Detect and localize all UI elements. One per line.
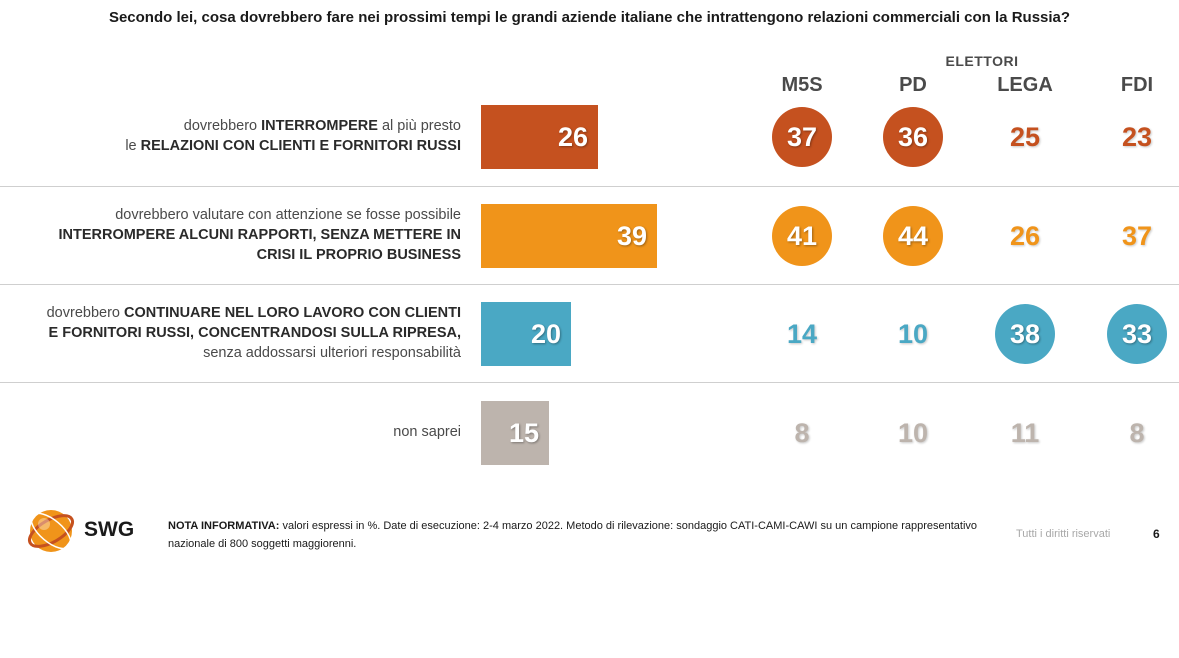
row-label-segment: CRISI IL PROPRIO BUSINESS — [256, 247, 461, 263]
row-label-line: E FORNITORI RUSSI, CONCENTRANDOSI SULLA … — [0, 323, 461, 343]
value-label-fdi: 23 — [1121, 122, 1153, 152]
row-label: dovrebbero valutare con attenzione se fo… — [0, 205, 461, 265]
row-label-line: non saprei — [0, 422, 461, 442]
value-circle-m5s: 41 — [772, 206, 832, 266]
group-label: ELETTORI — [945, 53, 1019, 69]
row-label-segment: le — [125, 138, 141, 154]
footnote-text: valori espressi in %. Date di esecuzione… — [168, 520, 978, 550]
value-label-fdi: 37 — [1121, 221, 1153, 251]
row-label: dovrebbero INTERROMPERE al più presto le … — [0, 116, 461, 156]
value-circle-pd: 44 — [883, 206, 943, 266]
row-label-line: senza addossarsi ulteriori responsabilit… — [0, 343, 461, 363]
bar: 26 — [481, 105, 598, 169]
bar: 15 — [481, 401, 549, 465]
row-divider — [0, 284, 1179, 285]
page-number: 6 — [1153, 527, 1160, 541]
bar-value-label: 15 — [508, 418, 539, 448]
value-label-lega: 26 — [1009, 221, 1041, 251]
footnote: NOTA INFORMATIVA: valori espressi in %. … — [168, 517, 988, 553]
row-label-segment: senza addossarsi ulteriori responsabilit… — [203, 345, 461, 361]
row-label: dovrebbero CONTINUARE NEL LORO LAVORO CO… — [0, 303, 461, 363]
rights-text: Tutti i diritti riservati — [1016, 528, 1111, 540]
row-label-line: dovrebbero valutare con attenzione se fo… — [0, 205, 461, 225]
row-label: non saprei — [0, 422, 461, 442]
row-divider — [0, 382, 1179, 383]
row-label-line: INTERROMPERE ALCUNI RAPPORTI, SENZA METT… — [0, 225, 461, 245]
row-label-line: CRISI IL PROPRIO BUSINESS — [0, 245, 461, 265]
row-label-line: dovrebbero INTERROMPERE al più presto — [0, 116, 461, 136]
chart-title: Secondo lei, cosa dovrebbero fare nei pr… — [108, 9, 1071, 26]
bar: 39 — [481, 204, 657, 268]
row-label-segment: al più presto — [377, 118, 461, 134]
value-circle-fdi: 33 — [1107, 304, 1167, 364]
row-label-segment: E FORNITORI RUSSI, CONCENTRANDOSI SULLA … — [48, 325, 461, 341]
row-divider — [0, 186, 1179, 187]
row-label-segment: dovrebbero — [46, 305, 124, 321]
value-label-m5s: 8 — [794, 418, 810, 448]
value-circle-lega: 38 — [995, 304, 1055, 364]
bar-value-label: 39 — [616, 221, 647, 251]
column-header-pd: PD — [899, 74, 927, 96]
column-header-fdi: FDI — [1120, 74, 1154, 96]
value-circle-pd: 36 — [883, 107, 943, 167]
row-label-segment: INTERROMPERE — [261, 118, 378, 134]
bar-value-label: 26 — [557, 122, 588, 152]
row-label-segment: CONTINUARE NEL LORO LAVORO CON CLIENTI — [124, 305, 461, 321]
row-label-line: dovrebbero CONTINUARE NEL LORO LAVORO CO… — [0, 303, 461, 323]
value-circle-m5s: 37 — [772, 107, 832, 167]
value-label-lega: 25 — [1009, 122, 1041, 152]
footnote-label: NOTA INFORMATIVA: — [168, 520, 280, 532]
value-label-fdi: 8 — [1129, 418, 1145, 448]
bar: 20 — [481, 302, 571, 366]
row-label-segment: RELAZIONI CON CLIENTI E FORNITORI RUSSI — [140, 138, 461, 154]
value-label-lega: 11 — [1010, 418, 1040, 448]
value-label-pd: 10 — [897, 418, 929, 448]
swg-logo-icon — [28, 510, 74, 552]
row-label-segment: INTERROMPERE ALCUNI RAPPORTI, SENZA METT… — [58, 227, 461, 243]
column-header-m5s: M5S — [781, 74, 823, 96]
row-label-segment: non saprei — [393, 424, 461, 440]
value-label-m5s: 14 — [786, 319, 818, 349]
row-label-segment: dovrebbero valutare con attenzione se fo… — [115, 207, 461, 223]
value-label-pd: 10 — [897, 319, 929, 349]
row-label-line: le RELAZIONI CON CLIENTI E FORNITORI RUS… — [0, 136, 461, 156]
swg-logo-text: SWG — [84, 518, 135, 541]
column-header-lega: LEGA — [997, 74, 1053, 96]
row-label-segment: dovrebbero — [183, 118, 262, 134]
bar-value-label: 20 — [530, 319, 561, 349]
